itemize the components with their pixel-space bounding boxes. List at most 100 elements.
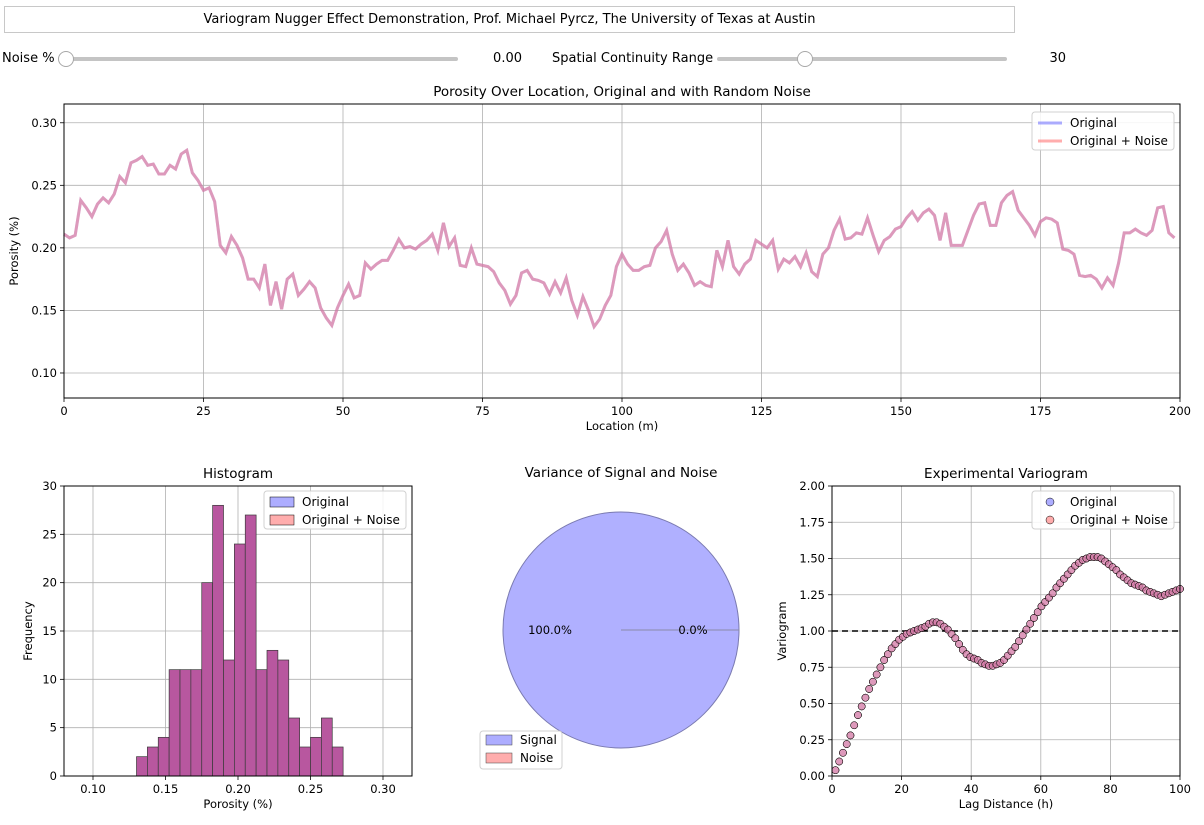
variogram-point-noise [951,634,960,643]
line-axes: 0 25 50 75 100 125 150 175 200 0.10 0.15 0.20 0.25 0.… [7,84,1191,433]
pie-label-signal: 100.0% [528,623,572,637]
variogram-point-noise [1030,614,1038,622]
noise-slider[interactable] [66,57,458,61]
legend-swatch [485,734,513,746]
histogram-bar [255,669,268,777]
y-tick-label: 0.10 [31,366,57,380]
y-tick-label: 0.50 [799,697,825,711]
x-tick-label: 0 [60,404,67,418]
variogram-point-noise [1026,619,1035,628]
histogram-bar [157,736,170,777]
y-tick-label: 0.25 [799,733,825,747]
line-ylabel: Porosity (%) [7,216,21,285]
x-tick-label: 75 [475,404,490,418]
y-tick-label: 1.00 [799,624,825,638]
x-tick-label: 0.20 [225,782,251,796]
y-tick-label: 30 [42,479,57,493]
range-slider-handle[interactable] [797,51,813,67]
line-title: Porosity Over Location, Original and wit… [433,84,811,100]
histogram-bar [168,669,181,777]
y-tick-label: 0.30 [31,116,57,130]
pie-legend: Signal Noise [479,730,563,770]
y-tick-label: 0 [50,769,57,783]
noise-series-line [63,147,1176,330]
variogram-legend: Original Original + Noise [1031,490,1175,530]
x-tick-label: 80 [1103,782,1118,796]
histogram-bar [321,717,333,777]
x-tick-label: 20 [894,782,909,796]
variogram-point-noise [842,740,851,748]
plot-frame [63,103,1181,399]
legend-box [263,490,407,530]
legend-box [1031,111,1175,151]
histogram-legend: Original Original + Noise [263,490,407,530]
line-legend: Original Original + Noise [1031,111,1175,151]
variogram-point-noise [857,702,866,711]
y-tick-label: 5 [50,721,57,735]
legend-label: Original [1070,495,1117,509]
y-tick-label: 1.50 [799,552,825,566]
noise-value: 0.00 [493,51,522,66]
variogram-point-noise [1022,625,1031,634]
app-title: Variogram Nugger Effect Demonstration, P… [4,6,1015,33]
x-tick-label: 0.10 [80,782,106,796]
hist-axes: 0.10 0.15 0.20 0.25 0.30 0 5 10 15 20 25 30 Histogra… [21,466,413,811]
legend-swatch [269,514,295,526]
variogram-point-noise [876,663,885,672]
range-label: Spatial Continuity Range [552,51,714,66]
hist-title: Histogram [203,466,273,482]
x-tick-label: 25 [196,404,211,418]
x-tick-label: 175 [1030,404,1052,418]
plot-frame [831,485,1181,777]
variogram-point-noise [869,677,877,686]
y-tick-label: 20 [42,576,57,590]
histogram-bar [331,746,344,777]
legend-label: Original [302,495,349,509]
x-tick-label: 0.15 [153,782,179,796]
y-tick-label: 0.15 [31,303,57,317]
legend-label: Original + Noise [302,513,400,527]
x-tick-label: 60 [1033,782,1048,796]
x-tick-label: 150 [890,404,912,418]
legend-label: Original [1070,116,1117,130]
x-tick-label: 125 [751,404,773,418]
noise-label: Noise % [2,51,55,66]
variogram-point-noise [865,685,874,693]
histogram-bar [310,736,322,777]
variogram-point-noise [835,757,844,766]
x-tick-label: 0.30 [370,782,396,796]
legend-swatch [1045,497,1055,507]
histogram-bar [190,669,203,777]
y-tick-label: 25 [42,527,57,541]
legend-label: Signal [520,733,557,747]
variogram-point-noise [872,670,881,679]
y-tick-label: 0.00 [799,769,825,783]
range-value: 30 [1049,51,1066,66]
histogram-bar [288,717,300,777]
histogram-bar [277,659,290,777]
range-slider[interactable] [717,57,1007,61]
variogram-point-noise [880,656,889,664]
histogram-bar [201,582,213,777]
pie-chart: Variance of Signal and Noise 100.0% 0.0% Si… [479,465,740,770]
hist-xlabel: Porosity (%) [203,797,272,811]
x-tick-label: 0 [828,782,835,796]
variogram-point-noise [839,748,847,757]
variogram-point-noise [846,731,855,740]
variogram-point-noise [1033,608,1042,617]
legend-label: Original + Noise [1070,134,1168,148]
y-tick-label: 0.25 [31,178,57,192]
x-tick-label: 40 [964,782,979,796]
y-tick-label: 1.25 [799,588,825,602]
variogram-point-noise [1015,637,1023,646]
histogram-bar [234,543,246,777]
y-tick-label: 2.00 [799,479,825,493]
vario-xlabel: Lag Distance (h) [959,797,1054,811]
histogram-bar [147,746,159,777]
variogram-point-noise [884,650,892,659]
noise-slider-handle[interactable] [58,51,74,67]
hist-ylabel: Frequency [21,601,35,661]
histogram-bar [244,514,257,777]
histogram-bar [136,756,148,777]
